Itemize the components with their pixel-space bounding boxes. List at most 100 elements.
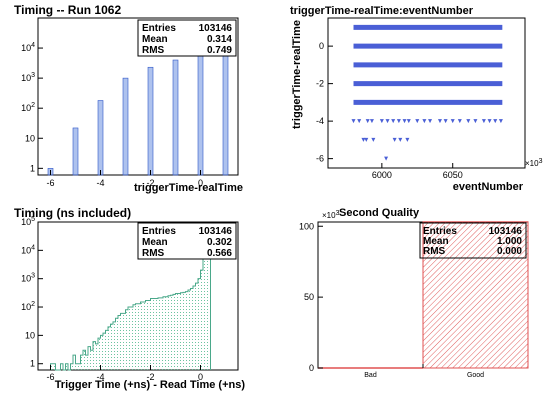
- bar-bin: [72, 127, 79, 176]
- stats-1-label-entries: Entries: [142, 23, 176, 34]
- scatter-point: [415, 119, 420, 124]
- stats-4-label-entries: Entries: [423, 226, 457, 237]
- scatter-point: [493, 119, 498, 124]
- panel-1-title: Timing -- Run 1062: [14, 3, 121, 17]
- scatter-point: [391, 119, 396, 124]
- y-tick-label: 1: [30, 359, 35, 369]
- panel-2-ticks: 6000 6050 -6 -4 -2 0: [316, 41, 463, 180]
- stats-4-label-mean: Mean: [423, 236, 449, 247]
- scatter-point: [406, 119, 411, 124]
- panel-3-title: Timing (ns included): [14, 206, 131, 220]
- x-tick-label: 6000: [372, 170, 392, 180]
- panel-2-title: triggerTime-realTime:eventNumber: [290, 5, 474, 17]
- x-tick-label: 0: [198, 178, 203, 188]
- panel-timing-ns: Timing (ns included) -6 -4 -2 0 1 10 102 103 104…: [14, 206, 245, 391]
- bar-bin: [147, 66, 154, 176]
- stats-4-value-entries: 103146: [489, 226, 523, 237]
- stats-1-value-entries: 103146: [199, 23, 233, 34]
- scatter-point: [396, 119, 401, 124]
- panel-2-x-exponent: ×103: [525, 158, 543, 168]
- scatter-point: [379, 119, 384, 124]
- y-tick-label: -6: [316, 154, 324, 164]
- scatter-point: [437, 119, 442, 124]
- panel-3-ticks: -6 -4 -2 0 1 10 102 103 104 105: [21, 216, 203, 382]
- x-tick-label: -2: [146, 178, 154, 188]
- scatter-point: [392, 137, 397, 142]
- stats-3-value-entries: 103146: [199, 226, 233, 237]
- stats-3-label-rms: RMS: [142, 248, 165, 259]
- y-tick-label: -2: [316, 79, 324, 89]
- stats-3-label-mean: Mean: [142, 237, 168, 248]
- x-category-label: Good: [467, 372, 484, 379]
- y-tick-label: 0: [309, 363, 314, 373]
- scatter-point: [364, 137, 369, 142]
- panel-1-frame: [37, 17, 239, 176]
- scatter-point: [369, 119, 374, 124]
- scatter-point: [428, 119, 433, 124]
- panel-scatter: triggerTime-realTime:eventNumber 6000 605…: [290, 5, 543, 193]
- scatter-point: [361, 137, 366, 142]
- area-outline: [50, 241, 211, 371]
- y-tick-label: 0: [319, 41, 324, 51]
- bar-bin: [172, 59, 179, 176]
- panel-1-ticks: -6 -4 -2 0 1 10 102 103 104: [21, 42, 203, 188]
- scatter-point: [405, 137, 410, 142]
- stats-3-value-mean: 0.302: [207, 237, 232, 248]
- y-tick-label: 103: [21, 273, 35, 284]
- scatter-point: [398, 137, 403, 142]
- panel-1-xlabel: triggerTime-realTime: [134, 182, 243, 194]
- panel-4-ticks: Bad Good 0 50 100: [299, 221, 484, 379]
- panel-4-y-exponent: ×103: [322, 210, 340, 220]
- x-tick-label: -6: [46, 178, 54, 188]
- scatter-point: [487, 119, 492, 124]
- x-tick-label: 6050: [443, 170, 463, 180]
- panel-3-area: [50, 241, 211, 371]
- dense-band: [353, 24, 503, 30]
- stats-4-value-mean: 1.000: [497, 236, 522, 247]
- panel-4-bars: [318, 221, 529, 369]
- panel-timing-run: Timing -- Run 1062 -6 -4 -2 0 1 10 102 103 104 E…: [14, 3, 243, 194]
- panel-1-stats-box: Entries 103146 Mean 0.314 RMS 0.749: [137, 19, 237, 57]
- y-tick-label: 102: [21, 301, 35, 312]
- scatter-point: [481, 119, 486, 124]
- scatter-point: [371, 137, 376, 142]
- scatter-point: [402, 119, 407, 124]
- scatter-point: [365, 119, 370, 124]
- stats-1-label-rms: RMS: [142, 45, 165, 56]
- panel-4-title: Second Quality: [339, 207, 420, 219]
- x-tick-label: -4: [96, 372, 104, 382]
- x-tick-label: -6: [46, 372, 54, 382]
- y-tick-label: 50: [304, 292, 314, 302]
- dense-band: [353, 43, 503, 49]
- y-tick-label: 105: [21, 216, 35, 227]
- dense-band: [353, 62, 503, 68]
- stats-4-value-rms: 0.000: [497, 246, 522, 257]
- panel-4-stats-box: Entries 103146 Mean 1.000 RMS 0.000: [419, 222, 527, 259]
- y-tick-label: 104: [21, 244, 35, 255]
- dense-band: [353, 99, 503, 105]
- bar-good: [422, 221, 529, 369]
- dense-band: [353, 81, 503, 87]
- scatter-point: [422, 119, 427, 124]
- x-tick-label: -4: [96, 178, 104, 188]
- stats-1-label-mean: Mean: [142, 34, 168, 45]
- scatter-point: [450, 119, 455, 124]
- scatter-point: [357, 119, 362, 124]
- x-tick-label: -2: [146, 372, 154, 382]
- panel-3-stats-box: Entries 103146 Mean 0.302 RMS 0.566: [137, 222, 237, 260]
- stats-4-label-rms: RMS: [423, 246, 446, 257]
- y-tick-label: 102: [21, 102, 35, 113]
- scatter-point: [351, 119, 356, 124]
- area-fill: [50, 241, 211, 370]
- stats-3-label-entries: Entries: [142, 226, 176, 237]
- stats-1-value-mean: 0.314: [207, 34, 232, 45]
- x-tick-label: 0: [198, 372, 203, 382]
- panel-second-quality: Second Quality ×103 Bad Good 0 50 100 Entrie…: [299, 207, 529, 379]
- bar-bin: [122, 77, 129, 176]
- y-tick-label: 10: [25, 330, 35, 340]
- x-category-label: Bad: [364, 372, 377, 379]
- scatter-point: [466, 119, 471, 124]
- y-tick-label: 103: [21, 72, 35, 83]
- panel-3-xlabel: Trigger Time (+ns) - Read Time (+ns): [55, 379, 246, 391]
